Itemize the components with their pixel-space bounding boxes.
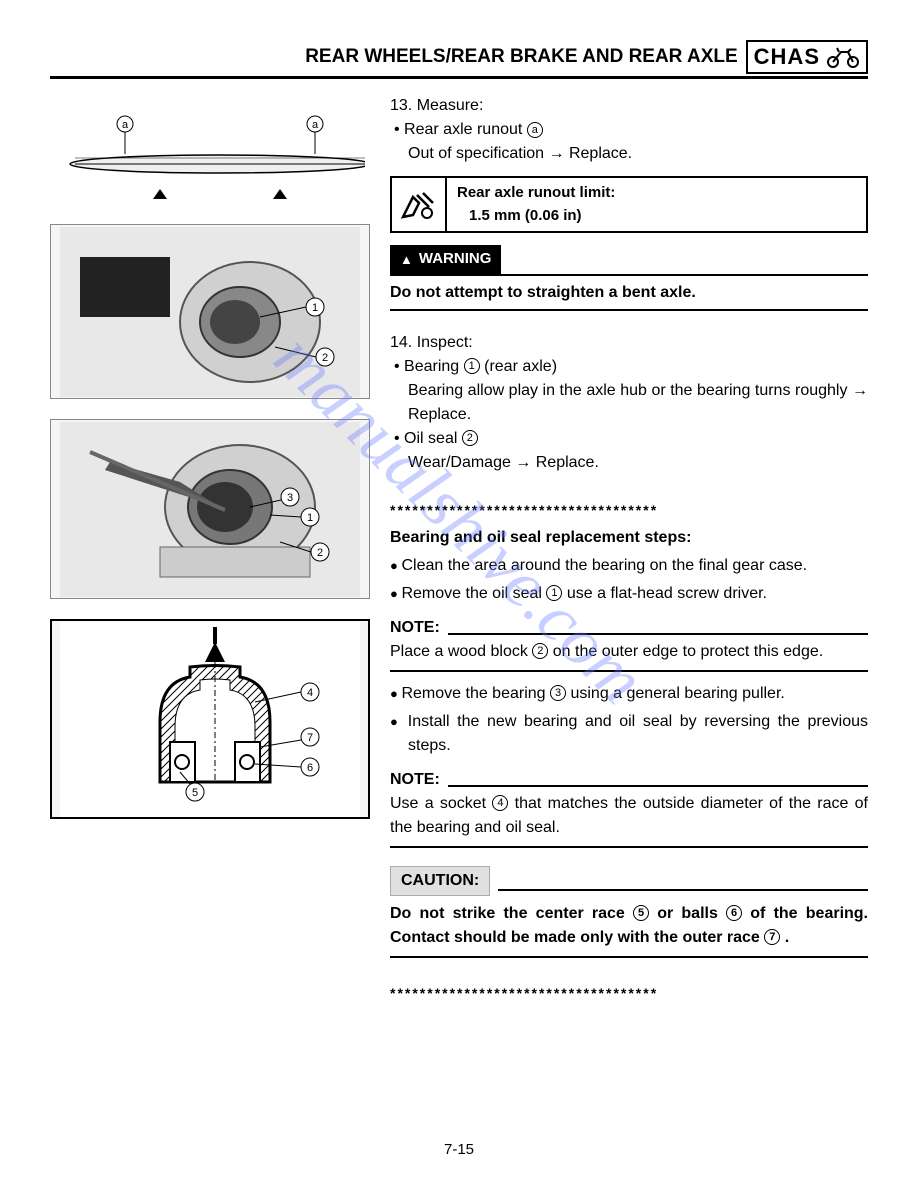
step14-cond1: Bearing allow play in the axle hub or th… (408, 379, 868, 427)
repl-step4: Install the new bearing and oil seal by … (408, 710, 868, 758)
note1-body: Place a wood block 2 on the outer edge t… (390, 640, 868, 672)
chas-badge: CHAS (746, 40, 868, 74)
step-action: Measure: (417, 97, 484, 114)
note2-header: NOTE: (390, 768, 868, 792)
figure-axle: a a (50, 94, 370, 204)
svg-text:2: 2 (317, 547, 323, 559)
figures-column: a a (50, 94, 370, 1009)
replacement-title: Bearing and oil seal replacement steps: (390, 526, 868, 550)
spec-text: Rear axle runout limit: 1.5 mm (0.06 in) (447, 178, 625, 231)
warning-header: WARNING (390, 245, 868, 276)
star-divider-2: ************************************ (390, 983, 868, 1004)
step13-condition: Out of specification → Replace. (408, 142, 868, 166)
ref-3: 3 (550, 685, 566, 701)
ref-4: 4 (492, 795, 508, 811)
figure-cross-section: 4 7 6 5 (50, 619, 370, 819)
caution-label: CAUTION: (390, 866, 490, 896)
step-action: Inspect: (417, 334, 473, 351)
step-14: 14. Inspect: Bearing 1 (rear axle) Beari… (390, 331, 868, 475)
header-title: REAR WHEELS/REAR BRAKE AND REAR AXLE (305, 46, 737, 68)
chas-text: CHAS (754, 44, 820, 70)
replacement-steps-2: Remove the bearing 3 using a general bea… (390, 682, 868, 758)
ref-a: a (527, 122, 543, 138)
svg-text:6: 6 (307, 762, 313, 774)
repl-step2: Remove the oil seal 1 use a flat-head sc… (408, 582, 868, 606)
ref-2b: 2 (532, 643, 548, 659)
note1-header: NOTE: (390, 616, 868, 640)
step14-item2: Oil seal 2 Wear/Damage → Replace. (408, 427, 868, 475)
note-label: NOTE: (390, 616, 440, 640)
figure-hub1: 1 2 (50, 224, 370, 399)
ref-7: 7 (764, 929, 780, 945)
content-columns: a a (50, 94, 868, 1009)
svg-text:3: 3 (287, 492, 293, 504)
step14-item1: Bearing 1 (rear axle) Bearing allow play… (408, 355, 868, 427)
note-rule (448, 785, 868, 787)
ref-1: 1 (464, 358, 480, 374)
step-13: 13. Measure: Rear axle runout a Out of s… (390, 94, 868, 166)
page-container: manualshive.com REAR WHEELS/REAR BRAKE A… (0, 0, 918, 1039)
gauge-icon (392, 178, 447, 231)
motorcycle-icon (826, 46, 860, 68)
ref-5: 5 (633, 905, 649, 921)
axle-ref-a1: a (122, 119, 129, 131)
step14-cond2: Wear/Damage → Replace. (408, 451, 868, 475)
svg-text:4: 4 (307, 687, 313, 699)
warning-badge: WARNING (390, 245, 501, 274)
repl-step1: Clean the area around the bearing on the… (408, 554, 868, 578)
page-header: REAR WHEELS/REAR BRAKE AND REAR AXLE CHA… (50, 40, 868, 79)
page-number: 7-15 (0, 1141, 918, 1158)
star-divider: ************************************ (390, 500, 868, 521)
step13-item: Rear axle runout a Out of specification … (408, 118, 868, 166)
svg-text:1: 1 (312, 302, 318, 314)
svg-text:1: 1 (307, 512, 313, 524)
note-rule (448, 633, 868, 635)
axle-ref-a2: a (312, 119, 319, 131)
ref-6: 6 (726, 905, 742, 921)
svg-text:5: 5 (192, 787, 198, 799)
ref-2: 2 (462, 430, 478, 446)
note-label: NOTE: (390, 768, 440, 792)
figure-hub2: 3 1 2 (50, 419, 370, 599)
step-number: 14. (390, 334, 412, 351)
text-column: 13. Measure: Rear axle runout a Out of s… (390, 94, 868, 1009)
warning-text: Do not attempt to straighten a bent axle… (390, 276, 868, 311)
caution-header: CAUTION: (390, 866, 868, 896)
ref-1b: 1 (546, 585, 562, 601)
repl-step3: Remove the bearing 3 using a general bea… (408, 682, 868, 706)
svg-text:2: 2 (322, 352, 328, 364)
caution-rule (498, 889, 868, 891)
svg-text:7: 7 (307, 732, 313, 744)
replacement-steps: Clean the area around the bearing on the… (390, 554, 868, 606)
spec-box: Rear axle runout limit: 1.5 mm (0.06 in) (390, 176, 868, 233)
note2-body: Use a socket 4 that matches the outside … (390, 792, 868, 848)
caution-body: Do not strike the center race 5 or balls… (390, 896, 868, 958)
step-number: 13. (390, 97, 412, 114)
